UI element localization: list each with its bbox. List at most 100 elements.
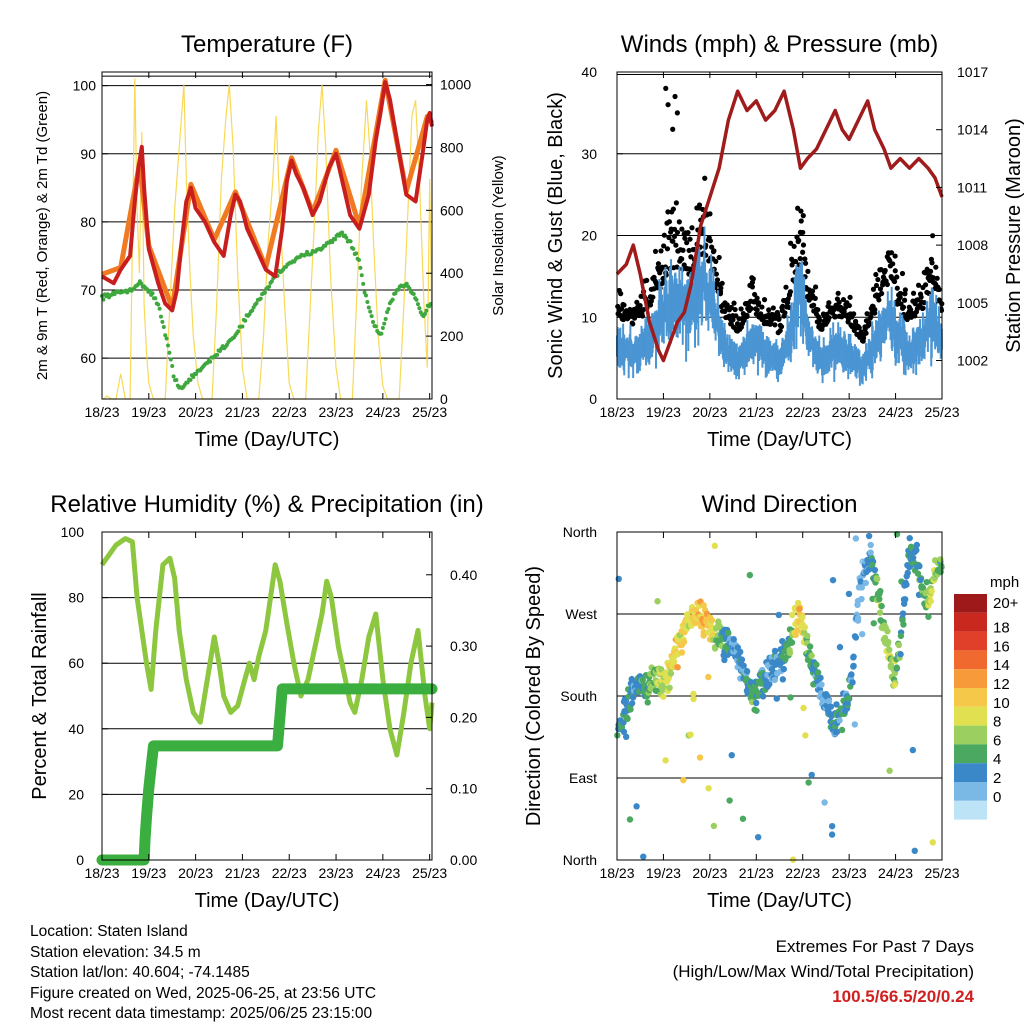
direction-point xyxy=(622,733,630,741)
gust-point xyxy=(754,295,760,301)
gust-point xyxy=(731,300,737,306)
dewpoint-point xyxy=(194,372,199,377)
y-axis-label: Direction (Colored By Speed) xyxy=(523,566,545,826)
direction-point xyxy=(838,726,846,734)
colorbar-label: 6 xyxy=(993,732,1001,749)
direction-point xyxy=(828,822,836,830)
x-tick-label: 21/23 xyxy=(225,404,260,420)
direction-point xyxy=(802,732,809,739)
colorbar-swatch xyxy=(954,669,987,688)
gust-point xyxy=(648,298,654,304)
gust-point xyxy=(732,306,738,313)
chart-title: Relative Humidity (%) & Precipitation (i… xyxy=(50,491,483,518)
gust-point xyxy=(899,270,906,277)
y-tick-label: 80 xyxy=(80,214,96,230)
y-tick-label: 30 xyxy=(581,146,597,162)
direction-point xyxy=(849,679,856,686)
x-axis-label: Time (Day/UTC) xyxy=(707,429,852,451)
direction-point xyxy=(620,728,628,736)
direction-point xyxy=(867,541,874,549)
y-axis-right-label: Solar Insolation (Yellow) xyxy=(490,155,507,315)
gust-point xyxy=(875,276,881,283)
direction-point xyxy=(916,562,923,570)
dewpoint-point xyxy=(344,235,349,240)
colorbar-label: 18 xyxy=(993,620,1010,637)
gust-point xyxy=(671,233,678,239)
direction-point xyxy=(808,652,815,659)
gust-point xyxy=(847,294,853,300)
direction-point xyxy=(674,664,681,671)
y-tick-right-label: 800 xyxy=(440,139,464,155)
gust-point xyxy=(812,295,818,301)
direction-point xyxy=(738,656,746,663)
direction-point xyxy=(891,681,898,688)
gust-point xyxy=(661,232,667,238)
gust-point xyxy=(894,301,900,307)
gust-point xyxy=(851,311,857,317)
x-tick-label: 21/23 xyxy=(739,865,774,881)
direction-point xyxy=(779,676,787,683)
dewpoint-point xyxy=(382,321,387,326)
direction-point xyxy=(800,704,807,712)
dewpoint-point xyxy=(267,284,272,289)
precip-line xyxy=(96,683,438,866)
direction-point xyxy=(914,570,922,577)
direction-point xyxy=(639,676,646,684)
dewpoint-point xyxy=(243,318,248,323)
direction-point xyxy=(771,647,779,655)
dewpoint-point xyxy=(163,333,168,338)
direction-point xyxy=(845,590,853,598)
y-tick-label: 10 xyxy=(581,309,597,325)
gust-point xyxy=(902,291,908,297)
colorbar-label: 12 xyxy=(993,676,1010,693)
gust-point xyxy=(634,299,640,305)
x-tick-label: 19/23 xyxy=(131,404,166,420)
gust-point xyxy=(637,303,643,309)
gust-point xyxy=(870,286,877,292)
dewpoint-point xyxy=(364,293,368,298)
direction-point xyxy=(725,629,732,637)
x-tick-label: 23/23 xyxy=(832,865,867,881)
dewpoint-point xyxy=(383,316,388,321)
x-tick-label: 19/23 xyxy=(646,865,681,881)
dewpoint-point xyxy=(170,364,175,369)
colorbar-swatch xyxy=(954,725,987,745)
gust-point xyxy=(890,261,896,267)
direction-point xyxy=(705,673,712,681)
gust-point xyxy=(670,206,676,212)
gust-point xyxy=(759,304,765,310)
direction-point xyxy=(690,695,697,703)
direction-point xyxy=(906,563,914,570)
gust-point xyxy=(680,247,686,253)
gust-point xyxy=(787,289,794,295)
gust-point xyxy=(713,258,719,264)
direction-point xyxy=(851,721,858,728)
plot-frame xyxy=(101,71,433,400)
direction-point xyxy=(740,662,747,669)
gust-point xyxy=(798,208,804,214)
gust-point xyxy=(873,282,880,289)
dewpoint-point xyxy=(424,308,429,313)
gust-point xyxy=(711,248,717,254)
direction-point xyxy=(833,701,840,708)
dewpoint-point xyxy=(411,292,416,297)
colorbar-swatch xyxy=(954,706,987,726)
dewpoint-point xyxy=(236,329,241,334)
gust-point xyxy=(650,294,656,300)
x-tick-label: 25/23 xyxy=(412,404,447,420)
y-tick-right-label: 1005 xyxy=(957,295,988,311)
dewpoint-point xyxy=(359,273,364,278)
direction-point xyxy=(726,797,733,804)
gust-point xyxy=(738,306,744,312)
direction-point xyxy=(737,648,744,656)
y-tick-label: 0 xyxy=(76,852,84,868)
gust-point xyxy=(615,303,621,310)
dewpoint-point xyxy=(379,331,384,336)
gust-point xyxy=(665,102,671,108)
y-tick-right-label: 1002 xyxy=(957,353,988,369)
x-tick-label: 24/23 xyxy=(365,404,400,420)
gust-point xyxy=(666,219,673,225)
direction-point xyxy=(780,665,788,673)
y-tick-label: 0 xyxy=(589,391,597,407)
gust-point xyxy=(752,291,758,298)
